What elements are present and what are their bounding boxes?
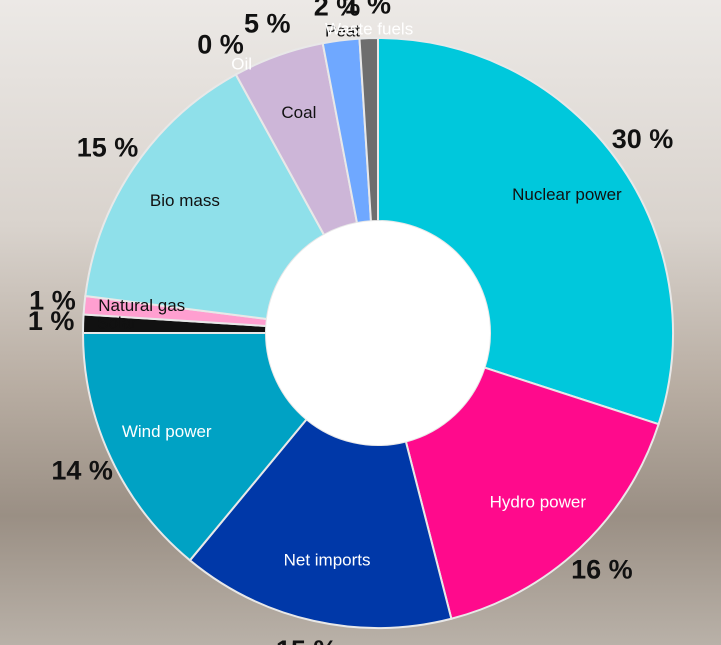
value-label: 1 % [344,0,391,19]
slice-label: Hydro power [490,493,587,512]
slice-label: Wind power [122,422,212,441]
slice-label: Oil [231,54,252,73]
value-label: 1 % [28,306,75,336]
slice-label: Coal [281,103,316,122]
value-label: 2 % [314,0,361,22]
value-label: 30 % [612,124,674,154]
slice-label: Bio mass [150,191,220,210]
slice-label: Natural gas [98,296,185,315]
value-label: 0 % [197,30,244,60]
slice-label: Peat [325,22,360,41]
value-label: 15 % [276,635,338,645]
slice-label: Net imports [284,550,371,569]
value-label: 15 % [77,132,139,162]
slice-label: Waste fuels [325,20,413,39]
donut-hole [266,221,490,445]
slice-label: Nuclear power [512,185,622,204]
value-label: 16 % [571,554,633,584]
value-label: 1 % [29,285,76,315]
value-label: 5 % [244,8,291,38]
value-label: 14 % [51,455,113,485]
slice-label: Solar [97,314,137,333]
